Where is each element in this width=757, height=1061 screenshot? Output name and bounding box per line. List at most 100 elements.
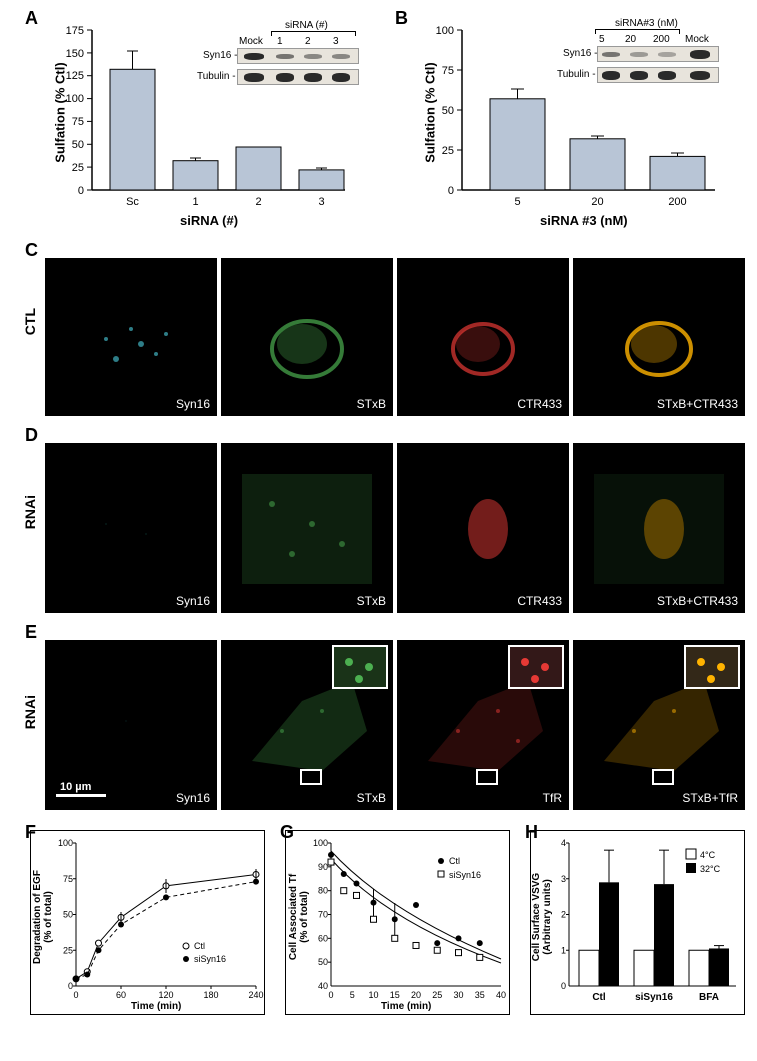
svg-text:40: 40 (496, 990, 506, 1000)
a-ylabel: Sulfation (% Ctl) (53, 43, 68, 183)
panel-b-label: B (395, 8, 408, 29)
svg-text:75: 75 (63, 874, 73, 884)
d-img-0: Syn16 (45, 443, 217, 613)
svg-text:80: 80 (318, 886, 328, 896)
a-row1: Tubulin - (197, 71, 236, 82)
svg-text:Ctl: Ctl (592, 992, 606, 1003)
f-xlabel: Time (min) (131, 1001, 181, 1012)
svg-text:3: 3 (561, 874, 566, 884)
svg-text:0: 0 (78, 185, 84, 197)
svg-text:100: 100 (313, 838, 328, 848)
c-img-0: Syn16 (45, 258, 217, 416)
svg-text:siSyn16: siSyn16 (194, 954, 226, 964)
b-row1: Tubulin - (557, 69, 596, 80)
svg-text:2: 2 (561, 910, 566, 920)
panel-d-label: D (25, 425, 38, 446)
scalebar (56, 794, 106, 797)
svg-text:35: 35 (475, 990, 485, 1000)
d-img-1: STxB (221, 443, 393, 613)
panel-g-chart: 40 50 60 70 80 90 100 0 5 10 15 20 25 30… (285, 830, 510, 1015)
svg-text:10: 10 (368, 990, 378, 1000)
svg-text:50: 50 (63, 910, 73, 920)
svg-text:60: 60 (318, 933, 328, 943)
svg-text:0: 0 (328, 990, 333, 1000)
e-inset-box-2 (508, 645, 564, 689)
svg-text:60: 60 (116, 990, 126, 1000)
svg-text:75: 75 (72, 116, 84, 128)
d-lab-0: Syn16 (176, 594, 210, 608)
svg-text:125: 125 (66, 70, 84, 82)
svg-text:0: 0 (68, 981, 73, 991)
svg-text:Ctl: Ctl (449, 856, 460, 866)
svg-text:90: 90 (318, 862, 328, 872)
e-img-0: 10 µm Syn16 (45, 640, 217, 810)
h-ylabel: Cell Surface VSVG(Arbitrary units) (531, 842, 553, 992)
svg-text:180: 180 (203, 990, 218, 1000)
svg-text:BFA: BFA (699, 992, 719, 1003)
svg-text:Sc: Sc (126, 196, 139, 208)
svg-text:25: 25 (63, 945, 73, 955)
b-col2: 200 (653, 34, 670, 45)
svg-text:15: 15 (390, 990, 400, 1000)
e-lab-2: TfR (543, 791, 562, 805)
e-roi-1 (300, 769, 322, 785)
panel-a-label: A (25, 8, 38, 29)
c-img-2: CTR433 (397, 258, 569, 416)
d-lab-2: CTR433 (517, 594, 562, 608)
g-xlabel: Time (min) (381, 1001, 431, 1012)
svg-text:30: 30 (453, 990, 463, 1000)
c-lab-3: STxB+CTR433 (657, 397, 738, 411)
panel-h-chart: 0 1 2 3 4 Ctl siSyn16 BFA 4°C 32°C Cell … (530, 830, 745, 1015)
svg-text:50: 50 (442, 105, 454, 117)
c-lab-0: Syn16 (176, 397, 210, 411)
svg-text:20: 20 (591, 196, 603, 208)
d-img-2: CTR433 (397, 443, 569, 613)
svg-text:50: 50 (72, 139, 84, 151)
a-xlabel: siRNA (#) (180, 213, 238, 228)
svg-text:120: 120 (158, 990, 173, 1000)
c-side: CTL (22, 308, 38, 335)
svg-text:100: 100 (436, 25, 454, 37)
svg-text:siSyn16: siSyn16 (449, 870, 481, 880)
e-lab-0: Syn16 (176, 791, 210, 805)
b-row0: Syn16 - (563, 48, 597, 59)
a-col3: 3 (333, 36, 339, 47)
c-lab-2: CTR433 (517, 397, 562, 411)
scalebar-text: 10 µm (60, 781, 91, 793)
svg-text:32°C: 32°C (700, 864, 721, 874)
b-ylabel: Sulfation (% Ctl) (423, 43, 438, 183)
svg-text:0: 0 (561, 981, 566, 991)
e-roi-2 (476, 769, 498, 785)
svg-text:100: 100 (66, 93, 84, 105)
b-col3: Mock (685, 34, 709, 45)
svg-text:4°C: 4°C (700, 850, 716, 860)
svg-text:4: 4 (561, 838, 566, 848)
d-lab-1: STxB (357, 594, 386, 608)
svg-text:5: 5 (514, 196, 520, 208)
e-lab-1: STxB (357, 791, 386, 805)
svg-text:200: 200 (668, 196, 686, 208)
b-blot-title: siRNA#3 (nM) (615, 18, 678, 29)
svg-text:40: 40 (318, 981, 328, 991)
f-ylabel: Degradation of EGF(% of total) (32, 847, 54, 987)
b-col0: 5 (599, 34, 605, 45)
svg-text:3: 3 (318, 196, 324, 208)
d-lab-3: STxB+CTR433 (657, 594, 738, 608)
d-img-3: STxB+CTR433 (573, 443, 745, 613)
b-col1: 20 (625, 34, 636, 45)
svg-text:25: 25 (72, 162, 84, 174)
e-inset-box-3 (684, 645, 740, 689)
e-inset-box-1 (332, 645, 388, 689)
panel-f-chart: 0 25 50 75 100 0 60 120 180 240 Ctl (30, 830, 265, 1015)
svg-text:0: 0 (73, 990, 78, 1000)
svg-text:5: 5 (350, 990, 355, 1000)
svg-text:70: 70 (318, 910, 328, 920)
a-col2: 2 (305, 36, 311, 47)
svg-text:0: 0 (448, 185, 454, 197)
svg-text:1: 1 (561, 945, 566, 955)
svg-text:25: 25 (432, 990, 442, 1000)
g-ylabel: Cell Associated Tf(% of total) (288, 842, 310, 992)
svg-text:175: 175 (66, 25, 84, 37)
svg-text:75: 75 (442, 65, 454, 77)
svg-text:150: 150 (66, 48, 84, 60)
